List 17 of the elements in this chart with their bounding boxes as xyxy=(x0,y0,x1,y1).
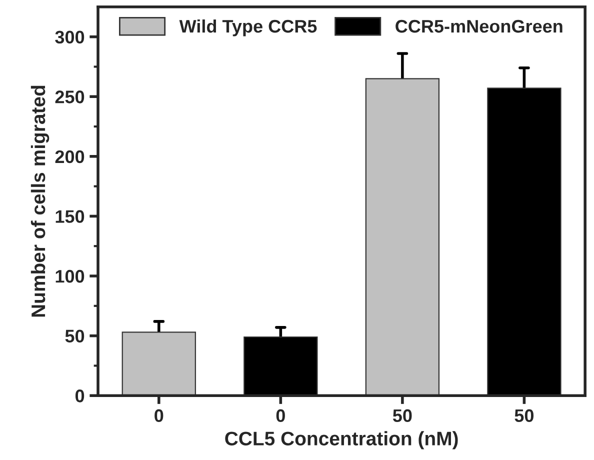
bar xyxy=(365,78,440,396)
y-tick-label: 250 xyxy=(55,90,84,104)
x-tick-label: 0 xyxy=(276,409,285,422)
y-tick-label: 300 xyxy=(55,30,84,44)
bar xyxy=(122,332,196,396)
x-tick-label: 50 xyxy=(392,409,412,422)
y-tick-label: 100 xyxy=(56,270,84,283)
x-axis-title: CCL5 Concentration (nM) xyxy=(225,431,458,450)
y-axis-title: Number of cells migrated xyxy=(30,86,50,317)
y-tick-label: 150 xyxy=(56,210,84,223)
y-tick-label: 200 xyxy=(55,150,84,164)
legend-label: CCR5-mNeonGreen xyxy=(396,20,562,33)
y-tick-label: 0 xyxy=(75,390,84,402)
y-tick-label: 50 xyxy=(65,330,84,343)
x-tick-label: 0 xyxy=(154,409,164,422)
legend-label: Wild Type CCR5 xyxy=(179,19,317,36)
x-tick-label: 50 xyxy=(514,409,534,422)
